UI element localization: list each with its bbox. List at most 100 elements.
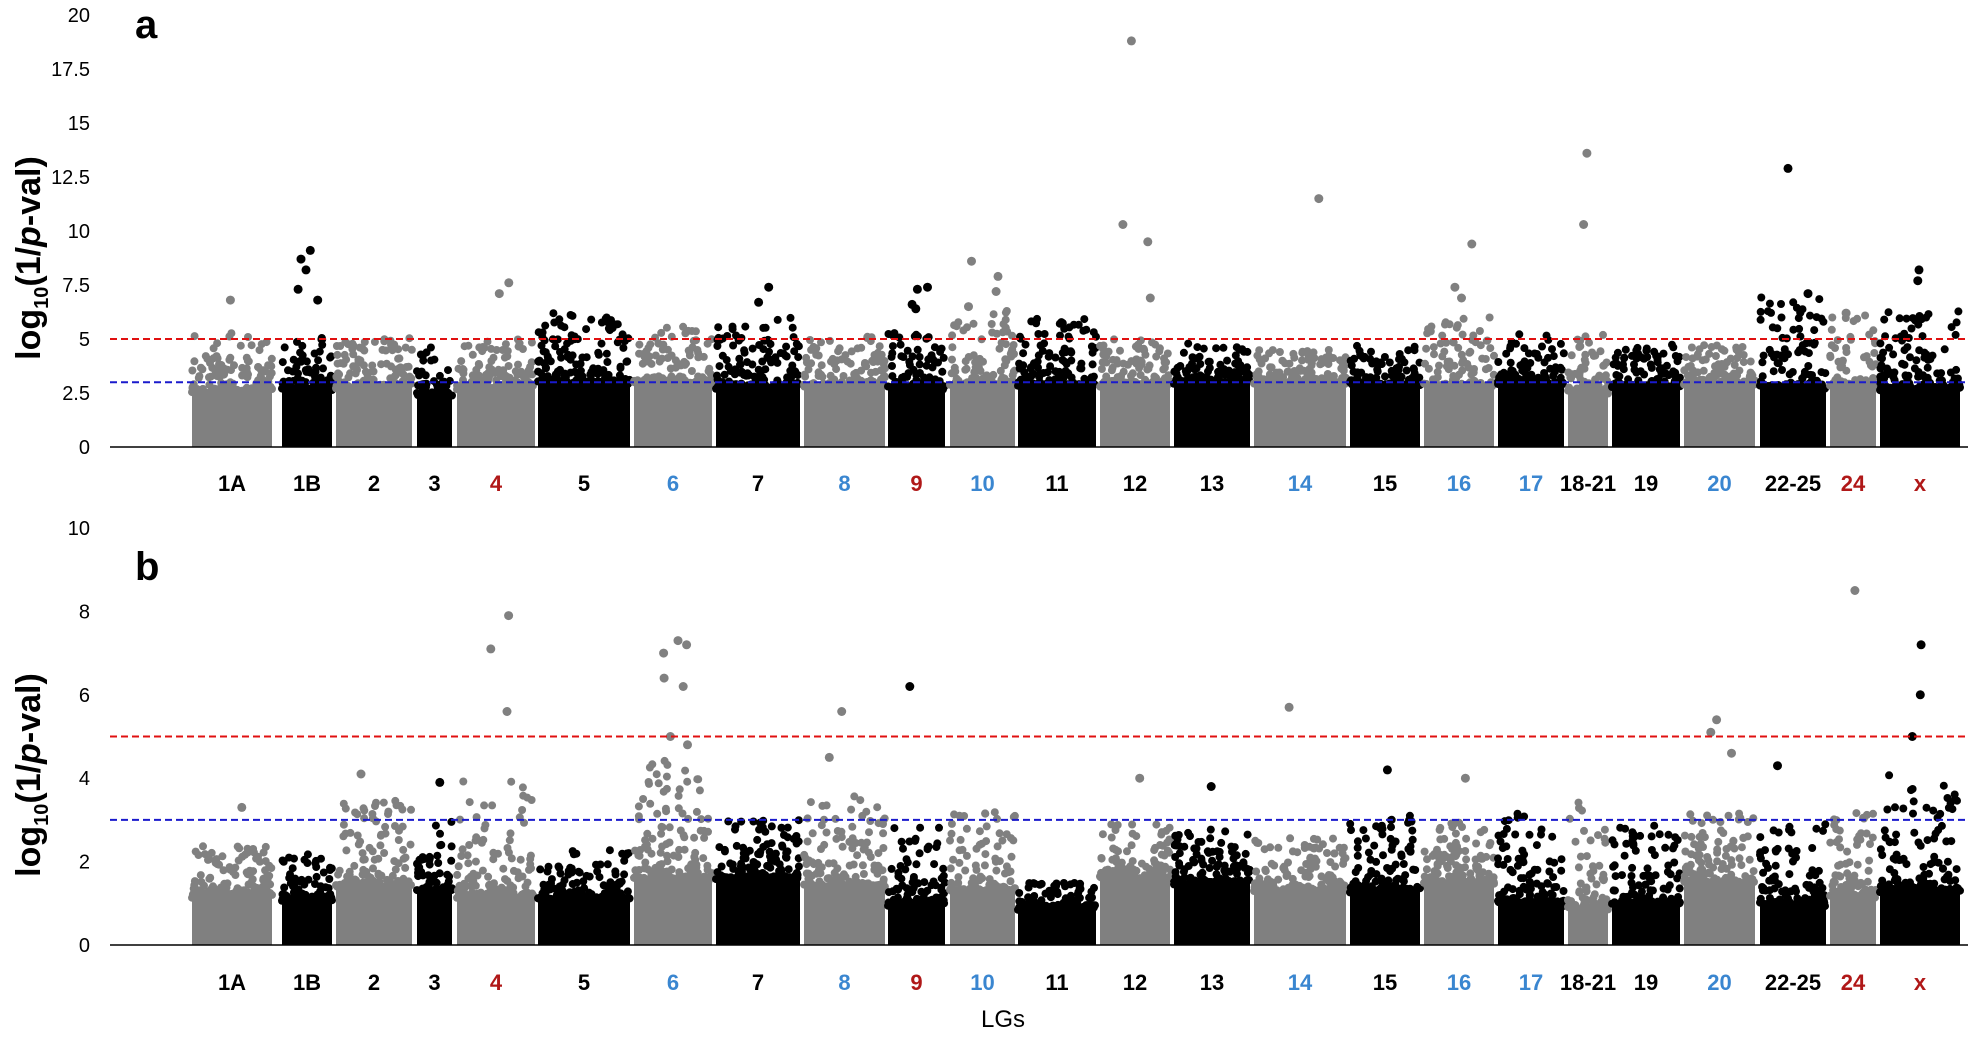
data-point <box>236 341 245 350</box>
data-point <box>1027 372 1036 381</box>
panel-a-y-tick-label: 5 <box>79 329 90 351</box>
data-point <box>790 347 799 356</box>
data-point <box>527 338 536 347</box>
data-point <box>873 867 882 876</box>
data-point <box>833 827 842 835</box>
data-point <box>838 842 847 851</box>
data-point <box>457 357 466 366</box>
data-point <box>1152 820 1161 829</box>
data-point <box>1404 346 1413 355</box>
data-point <box>319 364 327 373</box>
data-point <box>1601 371 1610 380</box>
data-point <box>1040 339 1049 348</box>
data-point <box>792 874 800 883</box>
data-point <box>340 350 349 359</box>
data-point <box>1530 349 1539 358</box>
data-point <box>1819 317 1828 326</box>
lg-1B-points <box>278 850 336 945</box>
data-point <box>1880 315 1889 324</box>
data-point <box>987 320 996 328</box>
data-point <box>365 843 374 852</box>
data-point <box>557 321 566 330</box>
data-point <box>1205 357 1214 366</box>
data-point <box>518 806 527 814</box>
data-point <box>395 354 404 363</box>
data-point <box>1006 867 1015 876</box>
data-point <box>773 315 782 324</box>
data-point <box>1865 357 1874 366</box>
data-point <box>353 831 362 840</box>
data-point <box>950 363 959 372</box>
lg-2-dense-band <box>336 886 412 945</box>
data-point <box>1205 864 1214 872</box>
data-point <box>898 881 907 890</box>
data-point <box>1475 327 1484 335</box>
data-point <box>1090 883 1098 892</box>
lg-label-8: 8 <box>838 471 850 496</box>
data-point <box>1526 359 1535 367</box>
data-point <box>1189 855 1198 864</box>
data-point <box>319 868 328 877</box>
data-point <box>741 322 750 331</box>
data-point <box>448 391 456 400</box>
data-point <box>327 864 336 873</box>
data-point <box>684 864 693 873</box>
data-point <box>982 822 991 831</box>
data-point <box>1088 360 1097 369</box>
lg-17-dense-band <box>1498 384 1564 447</box>
data-point <box>954 318 963 327</box>
outlier-point <box>1467 239 1477 249</box>
data-point <box>962 824 971 833</box>
data-point <box>612 320 621 329</box>
data-point <box>1609 360 1618 369</box>
panel-b-points <box>188 586 1964 945</box>
data-point <box>1040 330 1049 338</box>
data-point <box>1559 349 1568 358</box>
data-point <box>324 884 333 893</box>
data-point <box>646 799 655 808</box>
data-point <box>314 356 323 365</box>
data-point <box>1485 313 1494 322</box>
outlier-point <box>296 254 306 264</box>
data-point <box>426 875 435 884</box>
data-point <box>399 845 408 854</box>
lg-label-22-25: 22-25 <box>1765 471 1821 496</box>
data-point <box>603 358 612 366</box>
panel-a-y-tick-label: 20 <box>68 5 90 27</box>
data-point <box>1789 325 1798 334</box>
data-point <box>1457 350 1466 359</box>
data-point <box>964 353 973 361</box>
data-point <box>1046 893 1055 902</box>
data-point <box>459 777 468 786</box>
data-point <box>466 872 475 881</box>
data-point <box>1947 323 1956 332</box>
data-point <box>427 356 436 365</box>
data-point <box>1067 356 1076 365</box>
data-point <box>1806 311 1814 320</box>
data-point <box>313 387 321 396</box>
data-point <box>478 343 487 351</box>
data-point <box>518 345 527 353</box>
lg-7-dense-band <box>716 386 800 447</box>
data-point <box>1216 360 1225 369</box>
outlier-point <box>964 302 973 312</box>
data-point <box>812 350 821 359</box>
lg-20-points <box>1680 341 1759 447</box>
data-point <box>1523 372 1531 381</box>
data-point <box>243 356 252 365</box>
data-point <box>500 353 509 362</box>
data-point <box>860 843 869 852</box>
data-point <box>788 323 797 332</box>
data-point <box>890 329 899 338</box>
data-point <box>1777 313 1786 322</box>
data-point <box>471 857 480 866</box>
data-point <box>1429 343 1438 352</box>
data-point <box>1777 351 1786 360</box>
data-point <box>1113 359 1122 368</box>
data-point <box>1842 348 1851 357</box>
data-point <box>1746 357 1755 366</box>
data-point <box>803 814 812 823</box>
data-point <box>1164 371 1173 380</box>
data-point <box>387 362 396 371</box>
data-point <box>729 341 738 350</box>
